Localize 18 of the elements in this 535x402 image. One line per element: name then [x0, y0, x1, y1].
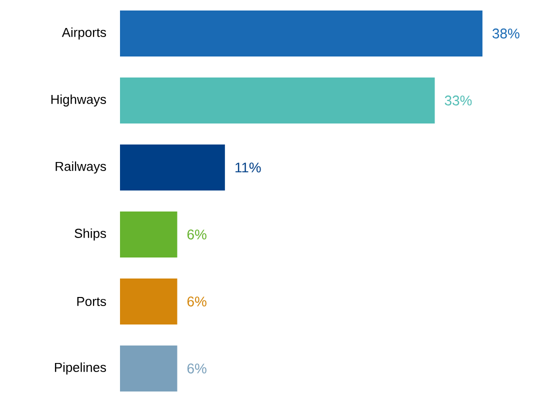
bar: [120, 212, 178, 258]
y-tick-label: Railways: [56, 161, 106, 174]
y-tick-label: Highways: [51, 94, 106, 107]
data-label: 6%: [187, 364, 206, 374]
y-tick-label: Pipelines: [54, 362, 106, 375]
y-tick-label: Ships: [74, 228, 106, 241]
y-tick-label: Ports: [77, 296, 106, 306]
y-tick-label: Airports: [62, 27, 106, 40]
data-label: 6%: [187, 296, 206, 306]
bar: [120, 10, 482, 57]
data-label: 11%: [236, 162, 261, 172]
bar: [120, 78, 435, 124]
bar: [120, 144, 225, 191]
data-label: 6%: [187, 230, 206, 240]
bar: [120, 278, 178, 325]
bar: [120, 346, 178, 392]
data-label: 33%: [444, 96, 472, 106]
data-label: 38%: [492, 28, 520, 38]
